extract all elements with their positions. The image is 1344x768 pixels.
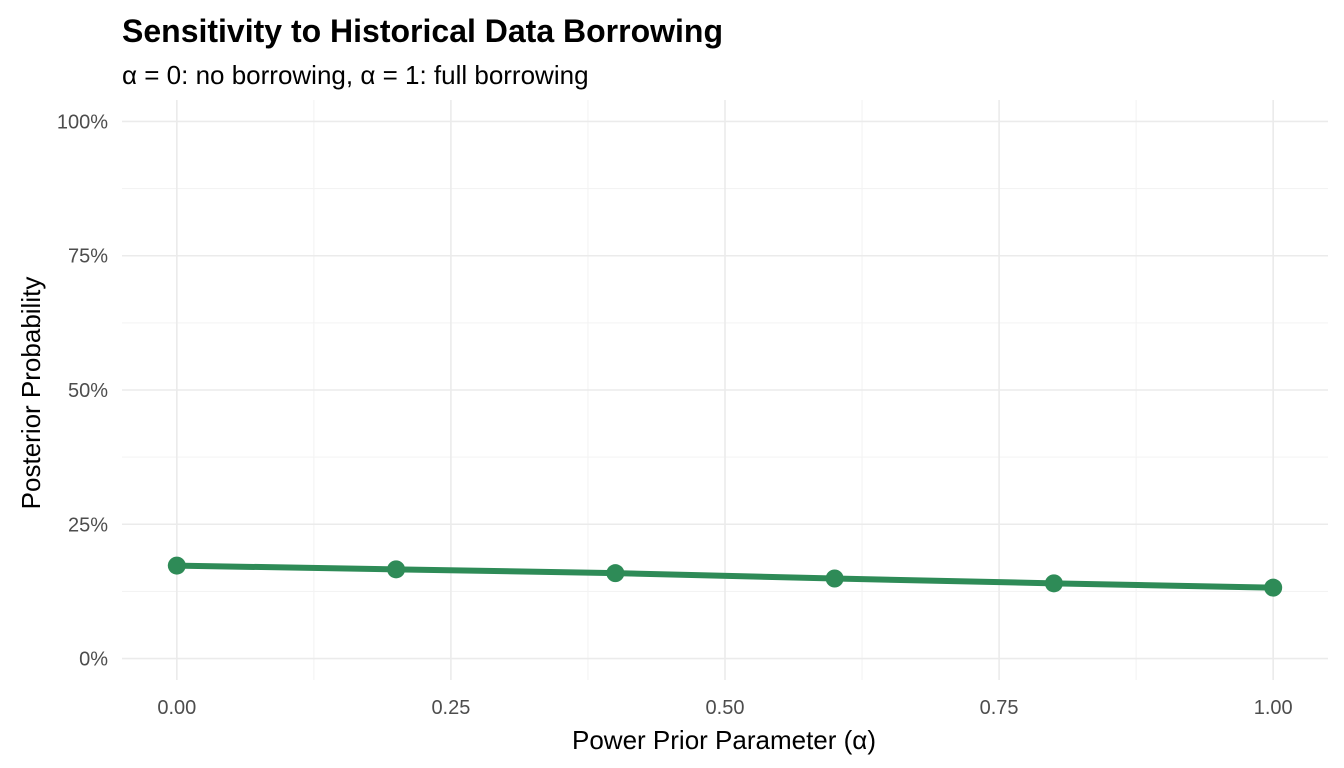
series-line [176, 562, 1274, 591]
major-gridlines [122, 100, 1328, 680]
data-point [606, 564, 625, 583]
y-axis-tick-labels: 0% 25% 50% 75% 100% [57, 111, 108, 670]
y-tick-label: 25% [68, 514, 108, 536]
x-axis-title: Power Prior Parameter (α) [572, 725, 876, 755]
y-tick-label: 0% [79, 649, 108, 671]
y-tick-label: 100% [57, 111, 108, 133]
x-tick-label: 0.50 [706, 697, 745, 719]
data-point [825, 569, 844, 588]
x-tick-label: 0.75 [980, 697, 1019, 719]
x-axis-tick-labels: 0.00 0.25 0.50 0.75 1.00 [157, 697, 1292, 719]
x-tick-label: 1.00 [1254, 697, 1293, 719]
x-tick-label: 0.25 [431, 697, 470, 719]
y-tick-label: 75% [68, 246, 108, 268]
data-point [167, 556, 186, 575]
y-axis-title: Posterior Probability [16, 277, 46, 510]
data-point [1264, 578, 1283, 597]
chart-subtitle: α = 0: no borrowing, α = 1: full borrowi… [122, 60, 589, 90]
x-tick-label: 0.00 [157, 697, 196, 719]
chart-title: Sensitivity to Historical Data Borrowing [122, 13, 723, 49]
y-tick-label: 50% [68, 380, 108, 402]
data-point [387, 560, 406, 579]
data-point [1044, 574, 1063, 593]
series-layer [167, 556, 1283, 597]
